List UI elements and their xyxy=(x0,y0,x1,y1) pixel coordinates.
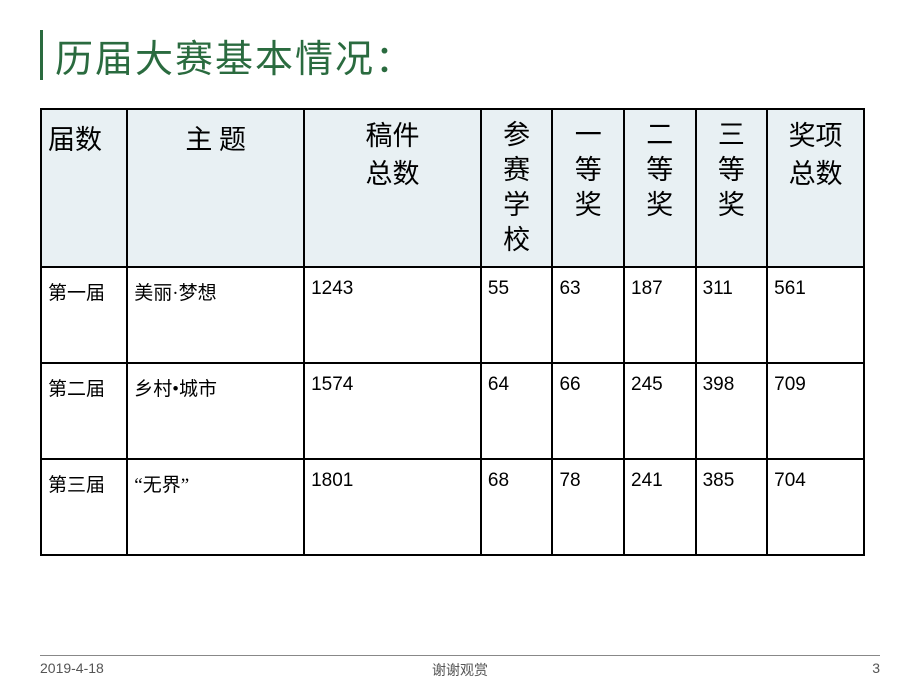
cell-first: 66 xyxy=(552,363,624,459)
cell-awards: 709 xyxy=(767,363,864,459)
cell-second: 245 xyxy=(624,363,696,459)
cell-theme: 乡村•城市 xyxy=(127,363,304,459)
cell-manuscripts: 1801 xyxy=(304,459,481,555)
table-row: 第二届乡村•城市15746466245398709 xyxy=(41,363,864,459)
cell-session: 第一届 xyxy=(41,267,127,363)
table-row: 第三届“无界”18016878241385704 xyxy=(41,459,864,555)
cell-first: 78 xyxy=(552,459,624,555)
cell-awards: 561 xyxy=(767,267,864,363)
footer-center: 谢谢观赏 xyxy=(432,660,488,680)
table-header-schools: 参赛学校 xyxy=(481,109,553,267)
cell-theme: “无界” xyxy=(127,459,304,555)
title-bar: 历届大赛基本情况： xyxy=(40,30,880,80)
footer-page: 3 xyxy=(872,660,880,676)
footer: 2019-4-18 谢谢观赏 3 xyxy=(40,655,880,676)
table-header-awards: 奖项总数 xyxy=(767,109,864,267)
cell-awards: 704 xyxy=(767,459,864,555)
table-header-theme: 主 题 xyxy=(127,109,304,267)
cell-third: 311 xyxy=(696,267,768,363)
table-header-row: 届数主 题稿件总数参赛学校一等奖二等奖三等奖奖项总数 xyxy=(41,109,864,267)
footer-date: 2019-4-18 xyxy=(40,660,104,676)
cell-first: 63 xyxy=(552,267,624,363)
competition-table: 届数主 题稿件总数参赛学校一等奖二等奖三等奖奖项总数 第一届美丽·梦想12435… xyxy=(40,108,865,556)
slide: 历届大赛基本情况： 届数主 题稿件总数参赛学校一等奖二等奖三等奖奖项总数 第一届… xyxy=(0,0,920,690)
cell-theme: 美丽·梦想 xyxy=(127,267,304,363)
cell-session: 第三届 xyxy=(41,459,127,555)
cell-second: 187 xyxy=(624,267,696,363)
table-header-third: 三等奖 xyxy=(696,109,768,267)
cell-schools: 55 xyxy=(481,267,553,363)
table-row: 第一届美丽·梦想12435563187311561 xyxy=(41,267,864,363)
table-header-session: 届数 xyxy=(41,109,127,267)
table-header-manuscripts: 稿件总数 xyxy=(304,109,481,267)
table-header-second: 二等奖 xyxy=(624,109,696,267)
cell-session: 第二届 xyxy=(41,363,127,459)
cell-third: 385 xyxy=(696,459,768,555)
table-header-first: 一等奖 xyxy=(552,109,624,267)
cell-manuscripts: 1574 xyxy=(304,363,481,459)
cell-schools: 64 xyxy=(481,363,553,459)
page-title: 历届大赛基本情况： xyxy=(55,28,415,83)
cell-third: 398 xyxy=(696,363,768,459)
cell-manuscripts: 1243 xyxy=(304,267,481,363)
cell-second: 241 xyxy=(624,459,696,555)
cell-schools: 68 xyxy=(481,459,553,555)
